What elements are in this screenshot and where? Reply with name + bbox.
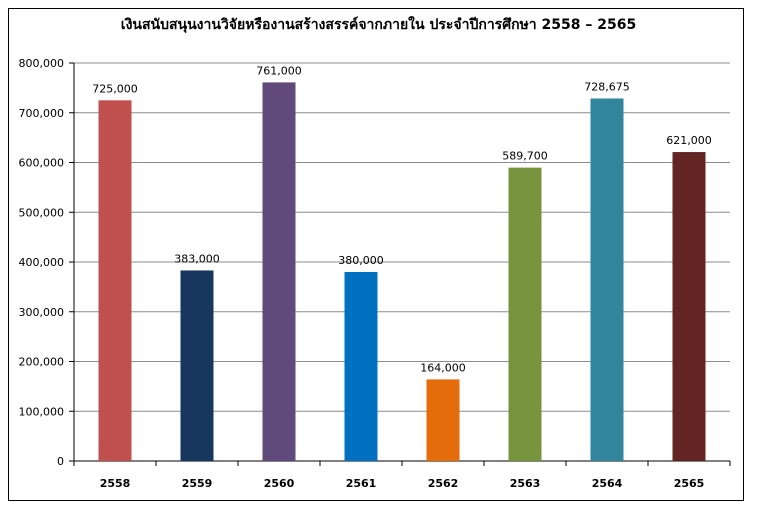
y-tick-label: 800,000 [19, 57, 65, 70]
data-label-2559: 383,000 [174, 252, 220, 265]
y-tick-label: 300,000 [19, 306, 65, 319]
y-tick-label: 100,000 [19, 405, 65, 418]
y-tick-label: 500,000 [19, 206, 65, 219]
data-label-2565: 621,000 [666, 134, 712, 147]
bar-2559 [180, 270, 214, 461]
x-tick-label-2565: 2565 [674, 477, 705, 490]
data-label-2558: 725,000 [92, 82, 138, 95]
y-tick-label: 200,000 [19, 356, 65, 369]
data-label-2564: 728,675 [584, 80, 630, 93]
y-tick-label: 700,000 [19, 107, 65, 120]
bar-2558 [98, 100, 132, 461]
y-tick-label: 600,000 [19, 157, 65, 170]
bar-2560 [262, 82, 296, 461]
x-tick-label-2561: 2561 [346, 477, 377, 490]
bar-2565 [672, 152, 706, 462]
bar-2564 [590, 98, 624, 461]
bar-2561 [344, 271, 378, 461]
x-tick-label-2560: 2560 [264, 477, 295, 490]
bar-2562 [426, 379, 460, 461]
x-tick-label-2562: 2562 [428, 477, 459, 490]
data-label-2561: 380,000 [338, 254, 384, 267]
x-tick-label-2563: 2563 [510, 477, 541, 490]
y-tick-label: 0 [57, 455, 64, 468]
x-tick-label-2558: 2558 [100, 477, 131, 490]
y-tick-label: 400,000 [19, 256, 65, 269]
x-tick-label-2559: 2559 [182, 477, 213, 490]
data-label-2562: 164,000 [420, 361, 466, 374]
chart-title: เงินสนับสนุนงานวิจัยหรืองานสร้างสรรค์จาก… [120, 17, 637, 33]
x-tick-label-2564: 2564 [592, 477, 623, 490]
bar-2563 [508, 167, 542, 461]
data-label-2560: 761,000 [256, 64, 302, 77]
data-label-2563: 589,700 [502, 150, 548, 163]
